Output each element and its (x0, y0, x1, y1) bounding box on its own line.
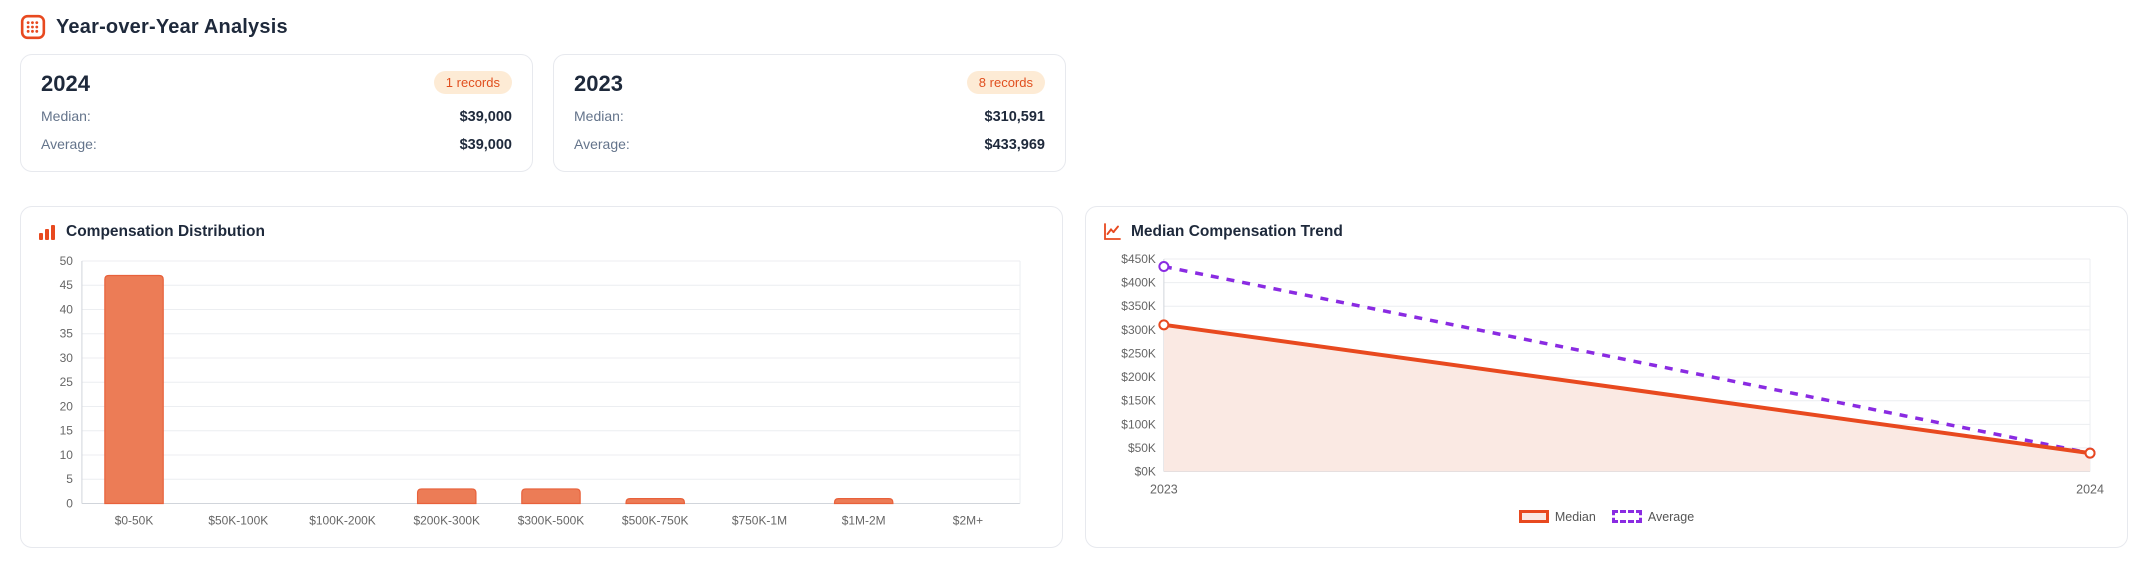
svg-text:$1M-2M: $1M-2M (842, 513, 886, 527)
trend-point-median-2024 (2084, 447, 2096, 459)
svg-text:10: 10 (60, 448, 74, 462)
trend-chart-svg: $0K $50K $100K $150K $200K $250K $300K $350K $40… (1121, 252, 2104, 497)
svg-text:$100K-200K: $100K-200K (309, 513, 376, 527)
distribution-chart-header: Compensation Distribution (37, 219, 1046, 245)
trend-legend: Median Average (1102, 510, 2111, 524)
bar-chart-x-labels: $0-50K $50K-100K $100K-200K $200K-300K $300K… (115, 513, 983, 527)
svg-text:40: 40 (60, 302, 74, 316)
year-card-2024-top: 2024 1 records (41, 71, 512, 97)
trend-area-median (1163, 324, 2091, 472)
trend-chart-x-labels: 2023 2024 (1150, 483, 2104, 497)
legend-label-average: Average (1647, 509, 1695, 524)
svg-text:$50K-100K: $50K-100K (208, 513, 268, 527)
svg-text:50: 50 (60, 254, 74, 268)
charts-row: Compensation Distribution 0 5 10 15 20 25 30 35… (20, 206, 2128, 548)
svg-text:5: 5 (66, 472, 73, 486)
line-chart-icon (1104, 223, 1121, 240)
svg-text:$200K: $200K (1121, 370, 1156, 384)
records-badge: 8 records (966, 71, 1045, 94)
year-label: 2023 (574, 71, 623, 96)
trend-line-chart: $0K $50K $100K $150K $200K $250K $300K $350K $40… (1102, 247, 2111, 504)
records-badge: 1 records (433, 71, 512, 94)
svg-text:20: 20 (60, 399, 74, 413)
bar-chart-icon (39, 225, 55, 240)
distribution-bar-chart: 0 5 10 15 20 25 30 35 40 45 50 $0-50K $50K-100K $100K… (37, 247, 1046, 551)
distribution-chart-card: Compensation Distribution 0 5 10 15 20 25 30 35… (20, 206, 1063, 548)
year-cards-row: 2024 1 records Median: $39,000 Average: … (20, 54, 2128, 172)
bar-$500K-750K (625, 498, 686, 505)
median-label: Median: (41, 108, 91, 124)
trend-series-median (1158, 319, 2096, 459)
average-value: $433,969 (984, 137, 1045, 153)
svg-text:0: 0 (66, 496, 73, 510)
legend-label-median: Median (1554, 509, 1596, 524)
svg-text:$300K: $300K (1121, 323, 1156, 337)
svg-text:2024: 2024 (2076, 483, 2104, 497)
median-value: $39,000 (459, 109, 512, 125)
legend-item-median[interactable]: Median (1518, 509, 1596, 524)
svg-text:$300K-500K: $300K-500K (518, 513, 585, 527)
trend-point-median-2023 (1158, 319, 1170, 331)
svg-text:$0-50K: $0-50K (115, 513, 154, 527)
median-row: Median: $39,000 (41, 108, 512, 125)
trend-chart-header: Median Compensation Trend (1102, 219, 2111, 245)
svg-text:$50K: $50K (1128, 441, 1156, 455)
svg-text:$750K-1M: $750K-1M (732, 513, 787, 527)
svg-text:2023: 2023 (1150, 483, 1178, 497)
bar-$1M-2M (833, 498, 894, 505)
trend-chart-title: Median Compensation Trend (1131, 223, 1343, 240)
legend-swatch-median (1518, 510, 1549, 523)
svg-text:$2M+: $2M+ (953, 513, 983, 527)
svg-text:$250K: $250K (1121, 346, 1156, 360)
legend-item-average[interactable]: Average (1611, 509, 1695, 524)
average-label: Average: (574, 136, 630, 152)
median-value: $310,591 (984, 109, 1045, 125)
average-row: Average: $433,969 (574, 136, 1045, 153)
svg-text:$0K: $0K (1135, 465, 1156, 479)
svg-text:35: 35 (60, 327, 74, 341)
page-header: Year-over-Year Analysis (20, 10, 2128, 44)
bar-chart-svg: 0 5 10 15 20 25 30 35 40 45 50 $0-50K $50K-100K $100K… (60, 254, 1021, 527)
calendar-grid-icon (20, 14, 46, 40)
bar-$300K-500K (521, 488, 581, 505)
svg-text:$400K: $400K (1121, 276, 1156, 290)
year-card-2024: 2024 1 records Median: $39,000 Average: … (20, 54, 533, 172)
median-label: Median: (574, 108, 624, 124)
trend-chart-card: Median Compensation Trend $0K $50K $100K $1… (1085, 206, 2128, 548)
svg-text:25: 25 (60, 375, 74, 389)
svg-text:$500K-750K: $500K-750K (622, 513, 689, 527)
svg-text:45: 45 (60, 278, 74, 292)
bar-chart-bars (104, 274, 894, 505)
svg-text:$350K: $350K (1121, 299, 1156, 313)
page-title: Year-over-Year Analysis (56, 15, 288, 38)
average-value: $39,000 (459, 137, 512, 153)
bar-$0-50K (104, 274, 164, 505)
svg-text:$450K: $450K (1121, 252, 1156, 266)
year-card-2023-top: 2023 8 records (574, 71, 1045, 97)
distribution-chart-title: Compensation Distribution (66, 223, 265, 240)
svg-text:$200K-300K: $200K-300K (413, 513, 480, 527)
bar-chart-grid: 0 5 10 15 20 25 30 35 40 45 50 (60, 254, 1021, 510)
bar-$200K-300K (416, 488, 477, 505)
trend-point-average-2023 (1158, 261, 1170, 273)
svg-text:$100K: $100K (1121, 417, 1156, 431)
average-row: Average: $39,000 (41, 136, 512, 153)
year-card-2023: 2023 8 records Median: $310,591 Average:… (553, 54, 1066, 172)
svg-text:15: 15 (60, 424, 74, 438)
average-label: Average: (41, 136, 97, 152)
legend-swatch-average (1611, 510, 1642, 523)
median-row: Median: $310,591 (574, 108, 1045, 125)
year-label: 2024 (41, 71, 90, 96)
svg-text:$150K: $150K (1121, 394, 1156, 408)
svg-text:30: 30 (60, 351, 74, 365)
